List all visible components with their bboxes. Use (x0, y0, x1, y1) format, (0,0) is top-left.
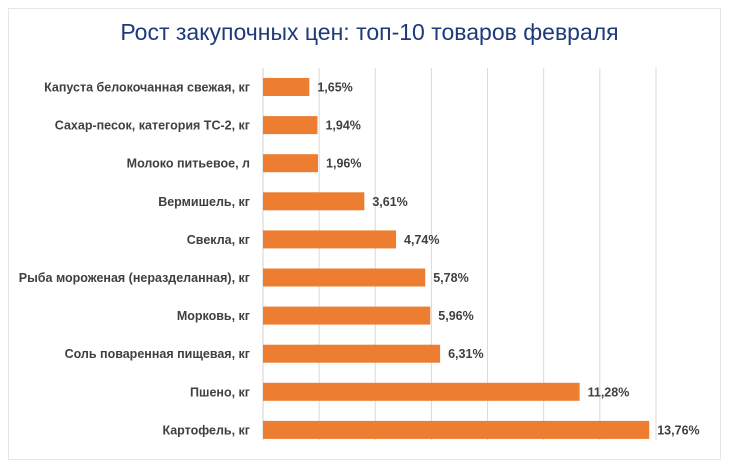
bars (263, 78, 650, 439)
category-label: Сахар-песок, категория ТС-2, кг (55, 119, 250, 133)
bar (263, 382, 580, 401)
category-label: Пшено, кг (190, 385, 250, 399)
value-label: 5,78% (433, 271, 468, 285)
bar (263, 192, 365, 211)
category-label: Молоко питьевое, л (127, 157, 250, 171)
chart-title: Рост закупочных цен: топ-10 товаров февр… (120, 19, 619, 45)
bar (263, 116, 318, 135)
bar (263, 420, 650, 439)
value-label: 3,61% (372, 195, 407, 209)
category-labels: Капуста белокочанная свежая, кг Сахар-пес… (19, 81, 250, 438)
value-labels: 1,65% 1,94% 1,96% 3,61% 4,74% 5,78% 5,96% 6,31%… (317, 81, 699, 438)
category-label: Морковь, кг (177, 309, 250, 323)
bar (263, 306, 431, 325)
value-label: 5,96% (438, 309, 473, 323)
value-label: 11,28% (588, 385, 630, 399)
bar (263, 268, 426, 287)
category-label: Капуста белокочанная свежая, кг (44, 81, 250, 95)
category-label: Рыба мороженая (неразделанная), кг (19, 271, 250, 285)
bar (263, 344, 441, 363)
category-label: Картофель, кг (162, 423, 250, 437)
value-label: 13,76% (657, 423, 699, 437)
gridlines (262, 68, 657, 440)
category-label: Соль поваренная пищевая, кг (65, 347, 250, 361)
bar (263, 154, 319, 173)
value-label: 6,31% (448, 347, 483, 361)
value-label: 4,74% (404, 233, 439, 247)
category-label: Вермишель, кг (158, 195, 250, 209)
category-label: Свекла, кг (187, 233, 250, 247)
value-label: 1,94% (325, 119, 360, 133)
value-label: 1,65% (317, 81, 352, 95)
bar (263, 230, 397, 249)
bar (263, 78, 310, 96)
value-label: 1,96% (326, 157, 361, 171)
